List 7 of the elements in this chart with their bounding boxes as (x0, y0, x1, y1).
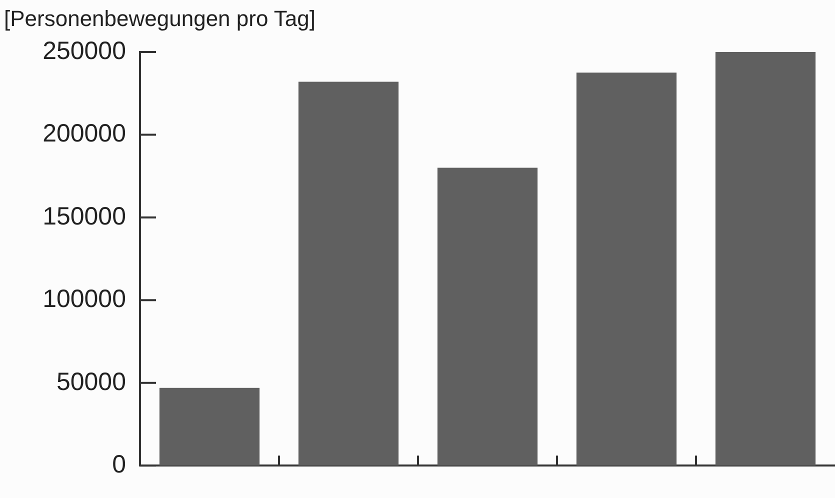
y-tick-label: 50000 (56, 368, 126, 396)
y-tick-label: 0 (112, 450, 126, 478)
y-axis-title: [Personenbewegungen pro Tag] (4, 6, 316, 32)
y-tick-label: 250000 (42, 36, 126, 65)
y-tick-label: 100000 (42, 285, 126, 314)
y-tick-label: 200000 (42, 120, 126, 148)
y-tick-label: 150000 (42, 202, 126, 230)
